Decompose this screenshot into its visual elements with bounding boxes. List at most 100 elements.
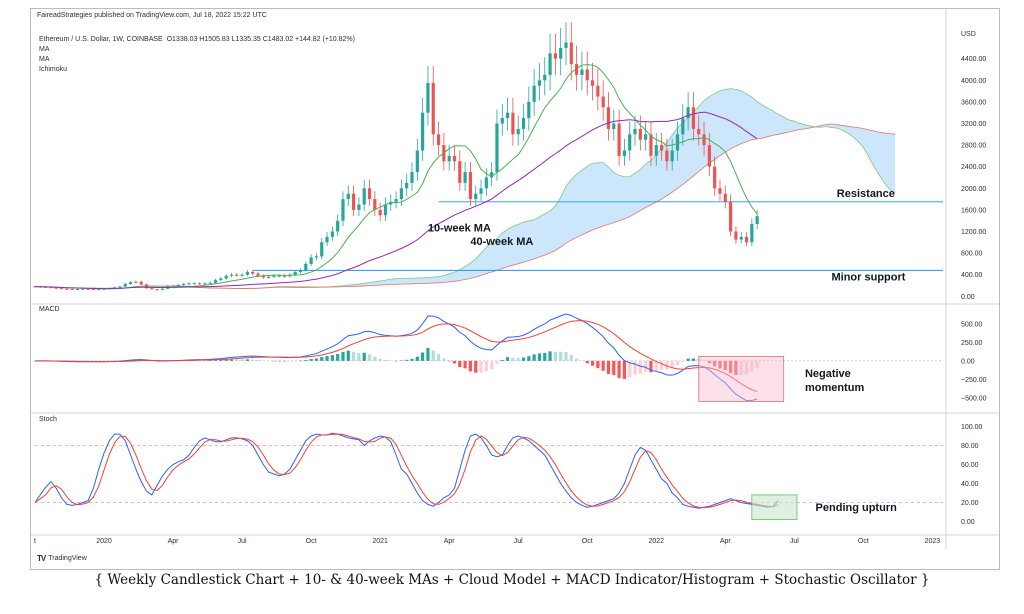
macd-histogram-bar — [256, 359, 260, 361]
macd-histogram-bar — [458, 360, 462, 368]
macd-histogram-bar — [505, 357, 510, 361]
macd-histogram-bar — [447, 360, 451, 362]
candle-body — [697, 128, 701, 135]
indicator-ichimoku-legend[interactable]: Ichimoku — [39, 66, 68, 73]
time-tick-label: Oct — [306, 538, 317, 545]
macd-histogram-bar — [511, 357, 515, 361]
macd-histogram-bar — [410, 358, 414, 361]
candle-body — [421, 112, 425, 151]
chart-canvas[interactable]: USD 0.00 400.00 800.00 1200.00 1600.00 2000.00… — [31, 9, 999, 569]
candle-body — [490, 172, 494, 178]
macd-histogram-bar — [580, 360, 584, 362]
candle-body — [298, 270, 303, 272]
time-tick-label: t — [34, 538, 36, 545]
time-tick-label: Oct — [582, 538, 593, 545]
macd-histogram-bar — [325, 356, 329, 361]
candle-body — [251, 272, 255, 274]
macd-histogram-bar — [352, 352, 356, 361]
macd-histogram-bar — [362, 352, 366, 361]
macd-histogram-bar — [750, 360, 754, 372]
macd-histogram-bar — [452, 360, 457, 364]
candle-body — [65, 288, 69, 290]
candle-body — [452, 155, 457, 162]
candle-body — [734, 231, 738, 240]
macd-histogram-bar — [739, 360, 743, 375]
cloud-span-a — [173, 88, 896, 290]
macd-histogram-bar — [543, 352, 547, 361]
macd-histogram-bar — [288, 360, 292, 362]
candle-body — [527, 101, 531, 119]
indicator-ma40-legend[interactable]: MA — [39, 56, 50, 63]
macd-histogram-bar — [638, 360, 642, 374]
macd-histogram-bar — [665, 360, 669, 370]
macd-histogram-bar — [729, 360, 733, 374]
candle-body — [139, 281, 143, 285]
macd-histogram-bar — [734, 360, 738, 375]
macd-histogram-bar — [389, 360, 393, 361]
candle-body — [447, 155, 451, 162]
candle-body — [176, 284, 180, 286]
candle-body — [596, 85, 600, 97]
candle-body — [686, 107, 690, 119]
macd-signal-line — [34, 320, 758, 393]
candle-body — [580, 69, 584, 75]
macd-histogram-bar — [723, 360, 727, 371]
candle-body — [367, 188, 372, 200]
macd-histogram-bar — [596, 360, 600, 369]
candle-body — [436, 134, 441, 146]
candle-body — [511, 112, 515, 135]
candle-body — [357, 204, 361, 210]
price-tick-label: 3200.00 — [961, 121, 986, 128]
macd-histogram-bar — [601, 360, 605, 371]
macd-histogram-bar — [367, 354, 372, 361]
time-tick-label: Apr — [720, 538, 732, 545]
tradingview-brand[interactable]: TV TradingView — [37, 554, 87, 563]
candle-body — [192, 283, 196, 285]
candle-body — [235, 274, 239, 276]
candle-body — [713, 166, 717, 189]
price-tick-label: 400.00 — [961, 272, 983, 279]
candle-body — [500, 118, 504, 124]
macd-histogram-bar — [431, 350, 435, 361]
macd-histogram-bar — [474, 360, 478, 373]
candle-body — [707, 145, 711, 167]
candle-body — [723, 193, 727, 202]
stoch-tick-label: 40.00 — [961, 481, 979, 488]
chart-frame: FaireadStrategies published on TradingVi… — [30, 8, 1000, 570]
candle-body — [399, 188, 403, 200]
ma40-annotation: 40-week MA — [470, 236, 533, 248]
candle-body — [86, 288, 90, 290]
candle-body — [575, 64, 579, 75]
candle-body — [134, 281, 138, 283]
macd-histogram-bar — [373, 356, 377, 361]
indicator-ma10-legend[interactable]: MA — [39, 46, 50, 53]
candle-body — [293, 272, 297, 275]
candle-body — [330, 231, 334, 237]
macd-histogram-bar — [320, 357, 324, 361]
candle-body — [272, 275, 276, 277]
symbol-name[interactable]: Ethereum / U.S. Dollar, 1W, COINBASE — [39, 36, 163, 43]
ma10-annotation: 10-week MA — [428, 223, 491, 235]
macd-histogram-bar — [585, 360, 589, 364]
macd-histogram-bar — [675, 360, 680, 366]
candle-body — [256, 273, 260, 276]
candle-body — [744, 236, 749, 243]
candle-body — [718, 188, 722, 194]
macd-histogram-bar — [659, 360, 664, 370]
candle-body — [628, 134, 632, 151]
time-tick-label: Jul — [514, 538, 523, 545]
macd-histogram-bar — [341, 351, 345, 361]
candle-body — [659, 145, 664, 151]
macd-histogram-bar — [707, 360, 711, 363]
candle-body — [484, 177, 488, 189]
macd-histogram-bar — [612, 360, 616, 376]
macd-tick-label: −500.00 — [961, 395, 987, 402]
macd-histogram-bar — [240, 359, 244, 361]
macd-panel-title: MACD — [39, 306, 60, 313]
candle-body — [415, 150, 419, 173]
candle-body — [150, 288, 154, 290]
macd-histogram-bar — [251, 359, 255, 361]
macd-histogram-bar — [553, 351, 557, 361]
time-tick-label: Apr — [168, 538, 180, 545]
macd-tick-label: −250.00 — [961, 377, 987, 384]
